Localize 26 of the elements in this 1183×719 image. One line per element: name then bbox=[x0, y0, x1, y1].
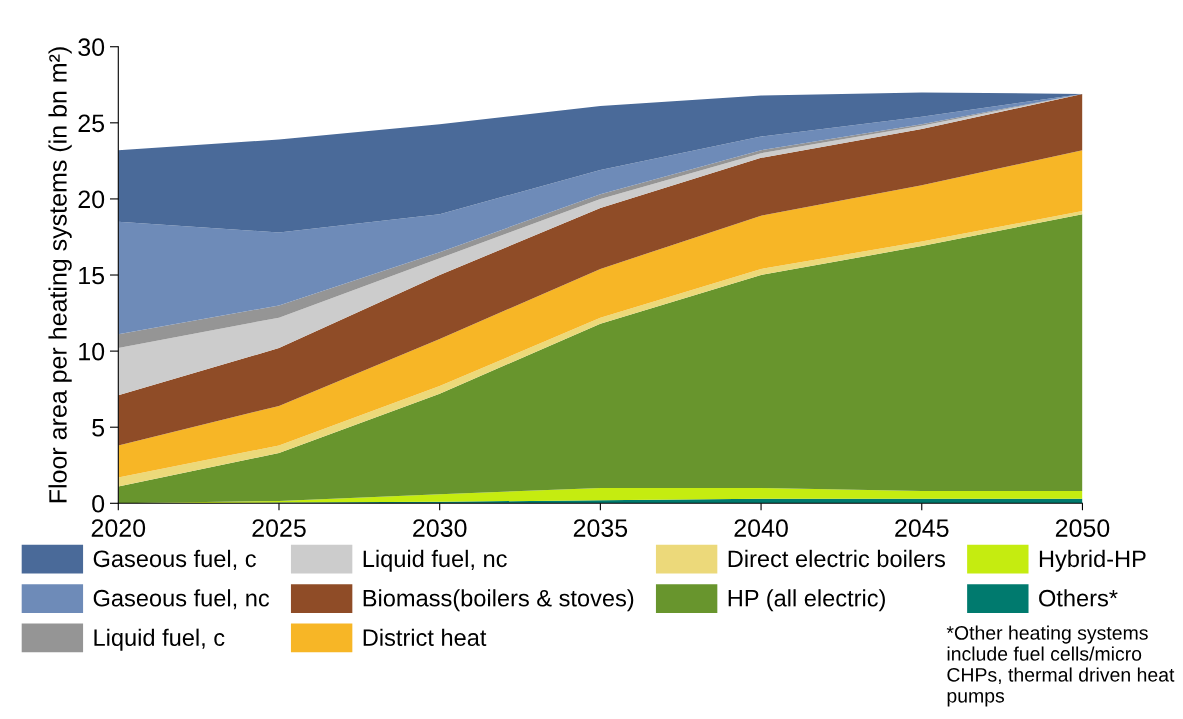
x-tick-label: 2045 bbox=[895, 519, 949, 537]
x-tick-label: 2030 bbox=[413, 519, 467, 537]
legend-label: District heat bbox=[363, 628, 487, 646]
legend-label: Direct electric boilers bbox=[728, 549, 946, 568]
legend-label: Others* bbox=[1039, 589, 1118, 607]
legend-label: Liquid fuel, c bbox=[94, 628, 225, 651]
x-tick-label: 2025 bbox=[252, 519, 306, 537]
y-tick-label: 30 bbox=[78, 38, 105, 57]
legend-label: Liquid fuel, nc bbox=[363, 549, 507, 572]
x-tick-label: 2040 bbox=[734, 519, 788, 537]
y-tick-label: 25 bbox=[78, 114, 105, 133]
y-tick-label: 10 bbox=[79, 342, 105, 361]
y-tick-label: 20 bbox=[78, 190, 105, 209]
legend-label: Biomass(boilers & stoves) bbox=[363, 589, 634, 612]
legend-label: Hybrid-HP bbox=[1039, 549, 1146, 572]
legend-label: Gaseous fuel, nc bbox=[93, 589, 270, 610]
x-tick-label: 2035 bbox=[573, 519, 628, 537]
y-tick-label: 5 bbox=[92, 419, 105, 437]
legend-label: HP (all electric) bbox=[728, 589, 885, 612]
x-tick-label: 2020 bbox=[91, 519, 146, 537]
y-tick-label: 15 bbox=[79, 266, 105, 285]
y-tick-label: 0 bbox=[92, 494, 105, 513]
text: *Other heating systems include fuel cells/micro CHPs, thermal driven heat pumps bbox=[946, 625, 1175, 707]
y-axis-title: Floor area per heating systems (in bn m²) bbox=[48, 47, 72, 503]
x-tick-label: 2050 bbox=[1055, 519, 1110, 537]
legend-label: Gaseous fuel, c bbox=[93, 549, 256, 570]
